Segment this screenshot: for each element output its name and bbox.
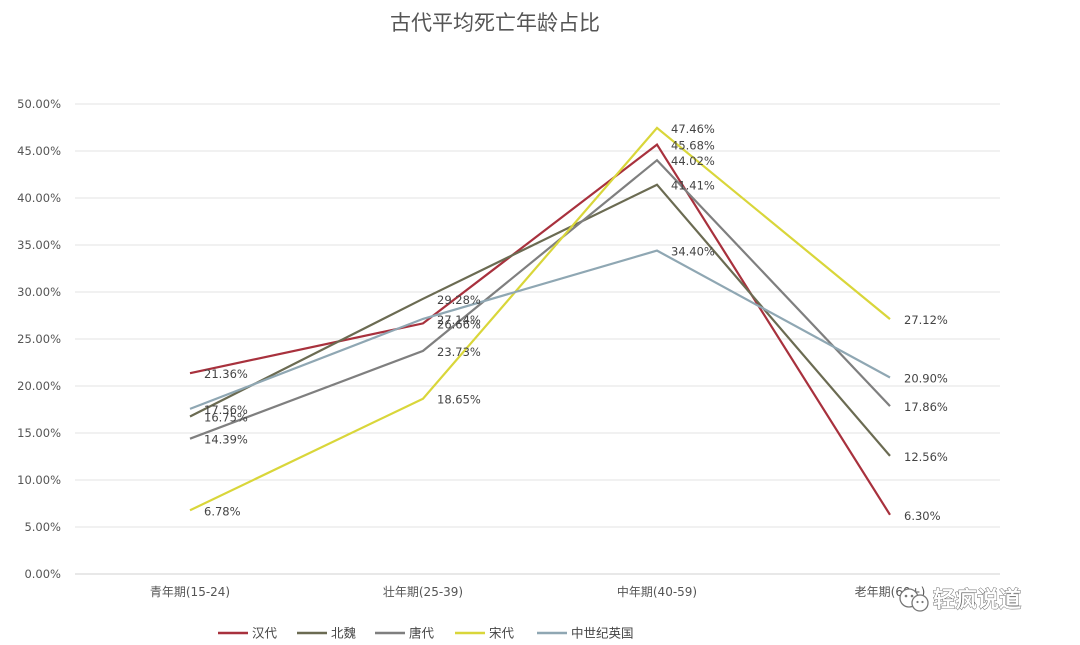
data-label: 45.68% — [671, 139, 715, 153]
x-tick-label: 青年期(15-24) — [150, 585, 230, 599]
legend-label: 唐代 — [409, 626, 435, 641]
watermark-text: 轻疯说道 — [933, 587, 1021, 613]
data-label: 18.65% — [437, 393, 481, 407]
data-label: 6.30% — [904, 509, 941, 523]
series-line-宋代 — [189, 126, 891, 512]
data-label: 20.90% — [904, 372, 948, 386]
data-label: 23.73% — [437, 345, 481, 359]
data-label: 41.41% — [671, 179, 715, 193]
y-tick-label: 30.00% — [17, 285, 61, 299]
y-tick-label: 15.00% — [17, 426, 61, 440]
y-axis-ticks: 0.00% 5.00% 10.00% 15.00% 20.00% 25.00% 30.00%… — [17, 97, 61, 581]
series-line-汉代 — [189, 142, 891, 516]
legend-item: 中世纪英国 — [537, 626, 634, 641]
data-label: 29.28% — [437, 293, 481, 307]
y-tick-label: 10.00% — [17, 473, 61, 487]
legend-label: 汉代 — [252, 626, 278, 641]
legend: 汉代 北魏 唐代 宋代 中世纪英国 — [218, 626, 634, 641]
data-label: 17.56% — [204, 403, 248, 417]
data-label: 27.14% — [437, 313, 481, 327]
series-line-唐代 — [189, 158, 891, 440]
legend-item: 北魏 — [297, 626, 356, 641]
legend-item: 汉代 — [218, 626, 278, 641]
legend-label: 中世纪英国 — [571, 626, 634, 641]
y-tick-label: 50.00% — [17, 97, 61, 111]
y-tick-label: 45.00% — [17, 144, 61, 158]
y-tick-label: 5.00% — [24, 520, 61, 534]
legend-item: 宋代 — [455, 626, 515, 641]
y-tick-label: 40.00% — [17, 191, 61, 205]
y-tick-label: 20.00% — [17, 379, 61, 393]
grid-lines — [75, 103, 1000, 575]
x-tick-label: 中年期(40-59) — [617, 584, 697, 599]
series-lines — [189, 126, 891, 516]
data-label: 21.36% — [204, 367, 248, 381]
chart-title: 古代平均死亡年龄占比 — [390, 11, 600, 35]
data-labels: 21.36% 26.66% 45.68% 6.30% 16.75% 29.28% 41.41… — [204, 122, 948, 523]
series-line-北魏 — [189, 183, 891, 457]
y-tick-label: 0.00% — [24, 567, 61, 581]
legend-label: 宋代 — [489, 626, 515, 641]
wechat-icon — [899, 588, 929, 612]
data-label: 47.46% — [671, 122, 715, 136]
data-label: 27.12% — [904, 313, 948, 327]
data-label: 14.39% — [204, 433, 248, 447]
legend-label: 北魏 — [331, 626, 356, 641]
data-label: 44.02% — [671, 154, 715, 168]
data-label: 12.56% — [904, 450, 948, 464]
y-tick-label: 25.00% — [17, 332, 61, 346]
series-line-中世纪英国 — [189, 249, 891, 410]
data-label: 26.66% — [437, 317, 481, 331]
data-label: 16.75% — [204, 411, 248, 425]
y-tick-label: 35.00% — [17, 238, 61, 252]
x-tick-label: 壮年期(25-39) — [383, 585, 463, 599]
data-label: 34.40% — [671, 245, 715, 259]
legend-item: 唐代 — [375, 626, 435, 641]
watermark: 轻疯说道 — [899, 587, 1021, 613]
data-label: 6.78% — [204, 504, 241, 518]
data-label: 17.86% — [904, 400, 948, 414]
x-axis-ticks: 青年期(15-24) 壮年期(25-39) 中年期(40-59) 老年期(60+) — [150, 584, 925, 599]
